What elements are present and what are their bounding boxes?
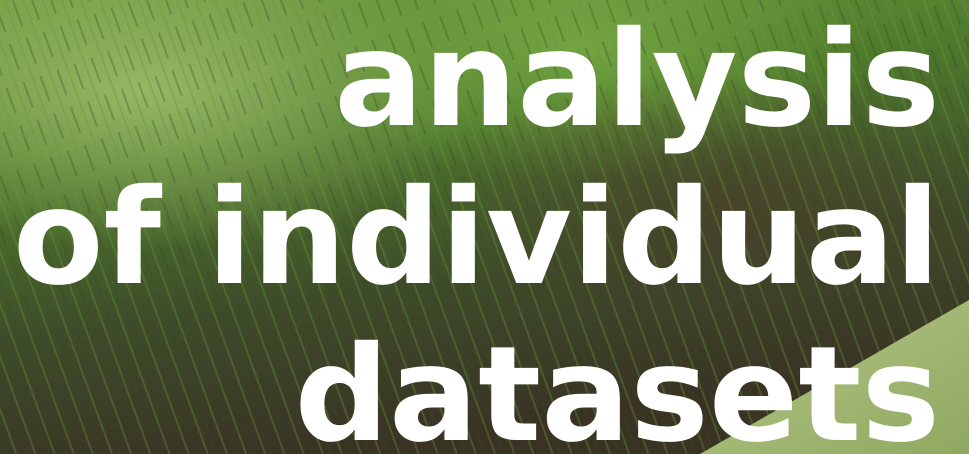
title-line: of individual: [13, 161, 940, 315]
page: analysis of individual datasets (() => {…: [0, 0, 969, 454]
title-line: datasets: [295, 318, 941, 454]
slide: analysis of individual datasets: [0, 0, 969, 454]
title-line: analysis: [334, 3, 940, 157]
